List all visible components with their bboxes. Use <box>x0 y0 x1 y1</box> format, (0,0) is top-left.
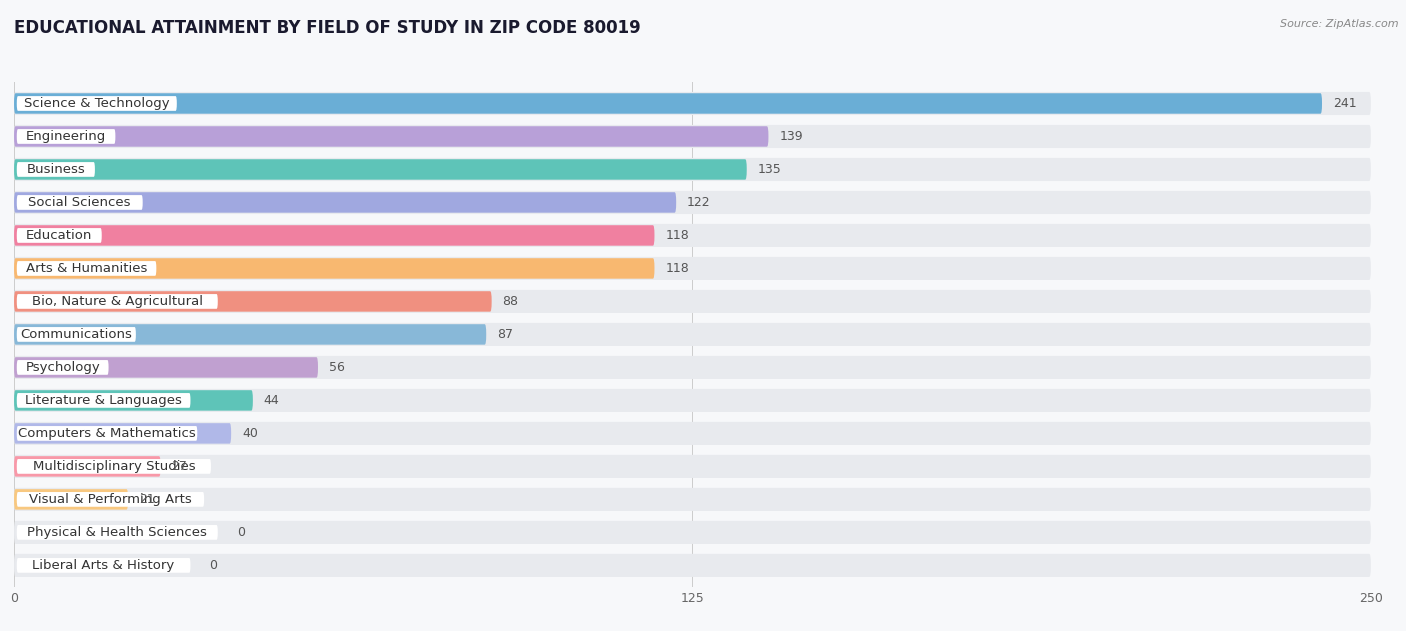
FancyBboxPatch shape <box>14 158 1371 181</box>
Text: 0: 0 <box>236 526 245 539</box>
Text: 27: 27 <box>172 460 187 473</box>
FancyBboxPatch shape <box>17 426 197 441</box>
FancyBboxPatch shape <box>17 525 218 540</box>
Text: Communications: Communications <box>20 328 132 341</box>
Text: 135: 135 <box>758 163 782 176</box>
Text: Visual & Performing Arts: Visual & Performing Arts <box>30 493 191 506</box>
FancyBboxPatch shape <box>14 192 676 213</box>
FancyBboxPatch shape <box>17 294 218 309</box>
FancyBboxPatch shape <box>17 360 108 375</box>
FancyBboxPatch shape <box>14 423 231 444</box>
Text: 118: 118 <box>665 229 689 242</box>
Text: Arts & Humanities: Arts & Humanities <box>25 262 148 275</box>
FancyBboxPatch shape <box>14 159 747 180</box>
FancyBboxPatch shape <box>14 290 1371 313</box>
FancyBboxPatch shape <box>17 162 96 177</box>
Text: 122: 122 <box>688 196 710 209</box>
FancyBboxPatch shape <box>14 554 1371 577</box>
FancyBboxPatch shape <box>14 92 1371 115</box>
FancyBboxPatch shape <box>14 225 654 245</box>
FancyBboxPatch shape <box>17 96 177 111</box>
Text: 88: 88 <box>502 295 519 308</box>
Text: Business: Business <box>27 163 86 176</box>
FancyBboxPatch shape <box>14 422 1371 445</box>
Text: Social Sciences: Social Sciences <box>28 196 131 209</box>
FancyBboxPatch shape <box>14 456 160 476</box>
FancyBboxPatch shape <box>14 191 1371 214</box>
Text: Psychology: Psychology <box>25 361 100 374</box>
Text: Bio, Nature & Agricultural: Bio, Nature & Agricultural <box>32 295 202 308</box>
FancyBboxPatch shape <box>14 125 1371 148</box>
FancyBboxPatch shape <box>14 257 1371 280</box>
Text: Physical & Health Sciences: Physical & Health Sciences <box>27 526 207 539</box>
Text: 139: 139 <box>779 130 803 143</box>
FancyBboxPatch shape <box>14 323 1371 346</box>
FancyBboxPatch shape <box>14 389 1371 412</box>
FancyBboxPatch shape <box>17 195 142 210</box>
Text: 0: 0 <box>209 559 218 572</box>
FancyBboxPatch shape <box>14 521 1371 544</box>
FancyBboxPatch shape <box>17 228 101 243</box>
FancyBboxPatch shape <box>14 93 1322 114</box>
FancyBboxPatch shape <box>14 324 486 345</box>
Text: 241: 241 <box>1333 97 1357 110</box>
Text: 21: 21 <box>139 493 155 506</box>
FancyBboxPatch shape <box>17 393 190 408</box>
FancyBboxPatch shape <box>17 261 156 276</box>
Text: Multidisciplinary Studies: Multidisciplinary Studies <box>32 460 195 473</box>
FancyBboxPatch shape <box>14 488 1371 511</box>
FancyBboxPatch shape <box>14 357 318 377</box>
FancyBboxPatch shape <box>14 390 253 411</box>
FancyBboxPatch shape <box>17 327 136 342</box>
FancyBboxPatch shape <box>17 492 204 507</box>
FancyBboxPatch shape <box>14 224 1371 247</box>
Text: 44: 44 <box>264 394 280 407</box>
Text: 118: 118 <box>665 262 689 275</box>
Text: 87: 87 <box>498 328 513 341</box>
Text: Computers & Mathematics: Computers & Mathematics <box>18 427 195 440</box>
Text: Liberal Arts & History: Liberal Arts & History <box>32 559 174 572</box>
FancyBboxPatch shape <box>14 126 769 146</box>
FancyBboxPatch shape <box>14 258 654 279</box>
Text: Source: ZipAtlas.com: Source: ZipAtlas.com <box>1281 19 1399 29</box>
FancyBboxPatch shape <box>14 356 1371 379</box>
FancyBboxPatch shape <box>17 129 115 144</box>
FancyBboxPatch shape <box>14 489 128 510</box>
FancyBboxPatch shape <box>17 459 211 474</box>
FancyBboxPatch shape <box>14 292 492 312</box>
Text: Education: Education <box>27 229 93 242</box>
FancyBboxPatch shape <box>17 558 190 573</box>
FancyBboxPatch shape <box>14 455 1371 478</box>
Text: Science & Technology: Science & Technology <box>24 97 170 110</box>
Text: 56: 56 <box>329 361 344 374</box>
Text: EDUCATIONAL ATTAINMENT BY FIELD OF STUDY IN ZIP CODE 80019: EDUCATIONAL ATTAINMENT BY FIELD OF STUDY… <box>14 19 641 37</box>
Text: 40: 40 <box>242 427 257 440</box>
Text: Literature & Languages: Literature & Languages <box>25 394 181 407</box>
Text: Engineering: Engineering <box>25 130 107 143</box>
